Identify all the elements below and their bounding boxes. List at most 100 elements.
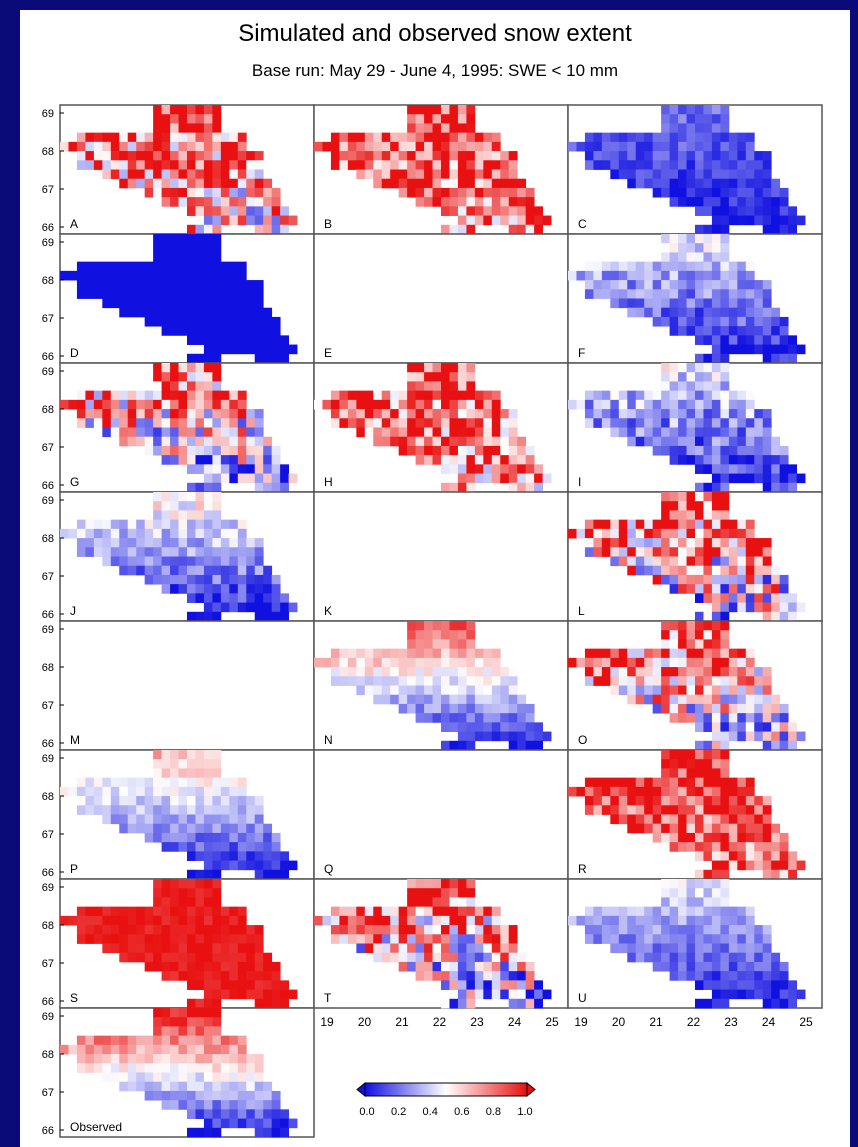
snow-cell <box>119 1044 129 1055</box>
snow-cell <box>728 464 738 474</box>
snow-cell <box>762 565 772 576</box>
snow-cell <box>441 888 450 898</box>
snow-cell <box>432 160 442 170</box>
snow-cell <box>161 888 171 898</box>
snow-cell <box>229 399 239 410</box>
x-tick-label: 23 <box>470 1015 484 1029</box>
snow-cell <box>678 252 687 263</box>
snow-cell <box>432 676 442 686</box>
snow-cell <box>246 925 256 935</box>
snow-cell <box>449 372 459 382</box>
snow-cell <box>474 215 484 226</box>
snow-cell <box>695 445 704 456</box>
snow-cell <box>584 409 594 419</box>
snow-cell <box>728 547 738 557</box>
snow-cell <box>745 952 755 963</box>
snow-cell <box>187 1081 196 1092</box>
snow-cell <box>695 943 704 954</box>
snow-cell <box>703 768 713 779</box>
colorbar-high-arrow <box>526 1081 536 1098</box>
snow-cell <box>212 943 222 954</box>
snow-cell <box>474 390 484 401</box>
snow-cell <box>711 326 721 336</box>
snow-cell <box>220 187 230 198</box>
snow-cell <box>195 980 205 990</box>
snow-cell <box>745 160 755 170</box>
snow-cell <box>203 1026 213 1037</box>
snow-cell <box>508 980 518 990</box>
snow-cell <box>178 1081 188 1092</box>
snow-cell <box>500 455 510 465</box>
panel-i: I <box>567 362 823 493</box>
snow-cell <box>652 270 662 281</box>
snow-cell <box>635 657 645 668</box>
snow-cell <box>390 409 400 419</box>
snow-cell <box>610 667 620 677</box>
colorbar-tick-label: 0.4 <box>423 1106 438 1118</box>
snow-cell <box>347 934 357 944</box>
snow-cell <box>669 501 679 511</box>
snow-cell <box>246 1054 256 1064</box>
snow-cell <box>280 860 289 871</box>
snow-cell <box>754 805 764 815</box>
snow-cell <box>720 805 730 815</box>
snow-cell <box>356 676 366 686</box>
snow-cell <box>195 759 205 769</box>
snow-cell <box>212 759 222 769</box>
snow-cell <box>136 1063 146 1073</box>
snow-cell <box>93 399 103 410</box>
snow-cell <box>212 178 222 189</box>
snow-cell <box>695 703 704 714</box>
snow-cell <box>187 224 196 235</box>
snow-cell <box>745 427 755 438</box>
snow-cell <box>390 141 400 152</box>
snow-cell <box>195 538 205 548</box>
snow-cell <box>711 777 721 788</box>
snow-cell <box>686 289 696 299</box>
snow-cell <box>762 796 772 806</box>
snow-cell <box>500 934 510 944</box>
snow-cell <box>661 427 670 438</box>
snow-cell <box>441 169 450 180</box>
snow-cell <box>271 842 281 852</box>
snow-cell <box>170 888 179 898</box>
snow-cell <box>254 1063 264 1073</box>
panel-label: E <box>324 346 332 360</box>
snow-cell <box>728 694 738 705</box>
snow-cell <box>754 703 764 714</box>
snow-cell <box>381 676 391 686</box>
snow-cell <box>711 160 721 170</box>
snow-cell <box>474 989 484 1000</box>
snow-cell <box>728 197 738 207</box>
snow-cell <box>119 528 129 539</box>
snow-cell <box>601 786 611 797</box>
snow-cell <box>644 409 654 419</box>
snow-cell <box>449 482 459 493</box>
snow-cell <box>601 805 611 815</box>
snow-cell <box>703 621 713 631</box>
snow-cell <box>347 141 357 152</box>
snow-cell <box>720 510 730 521</box>
snow-cell <box>203 796 213 806</box>
snow-cell <box>711 510 721 521</box>
snow-cell <box>441 685 450 696</box>
snow-cell <box>711 602 721 613</box>
snow-cell <box>229 1044 239 1055</box>
snow-cell <box>678 141 687 152</box>
snow-cell <box>466 648 476 659</box>
snow-cell <box>491 915 501 926</box>
snow-cell <box>703 123 713 134</box>
snow-cell <box>652 574 662 585</box>
snow-cell <box>669 915 679 926</box>
snow-cell <box>203 823 213 834</box>
snow-cell <box>754 160 764 170</box>
snow-cell <box>728 344 738 355</box>
snow-cell <box>119 952 129 963</box>
snow-cell <box>229 1090 239 1101</box>
snow-cell <box>728 473 738 484</box>
snow-cell <box>119 777 129 788</box>
snow-cell <box>762 298 772 309</box>
snow-cell <box>466 713 476 723</box>
snow-cell <box>686 777 696 788</box>
snow-cell <box>246 409 256 419</box>
